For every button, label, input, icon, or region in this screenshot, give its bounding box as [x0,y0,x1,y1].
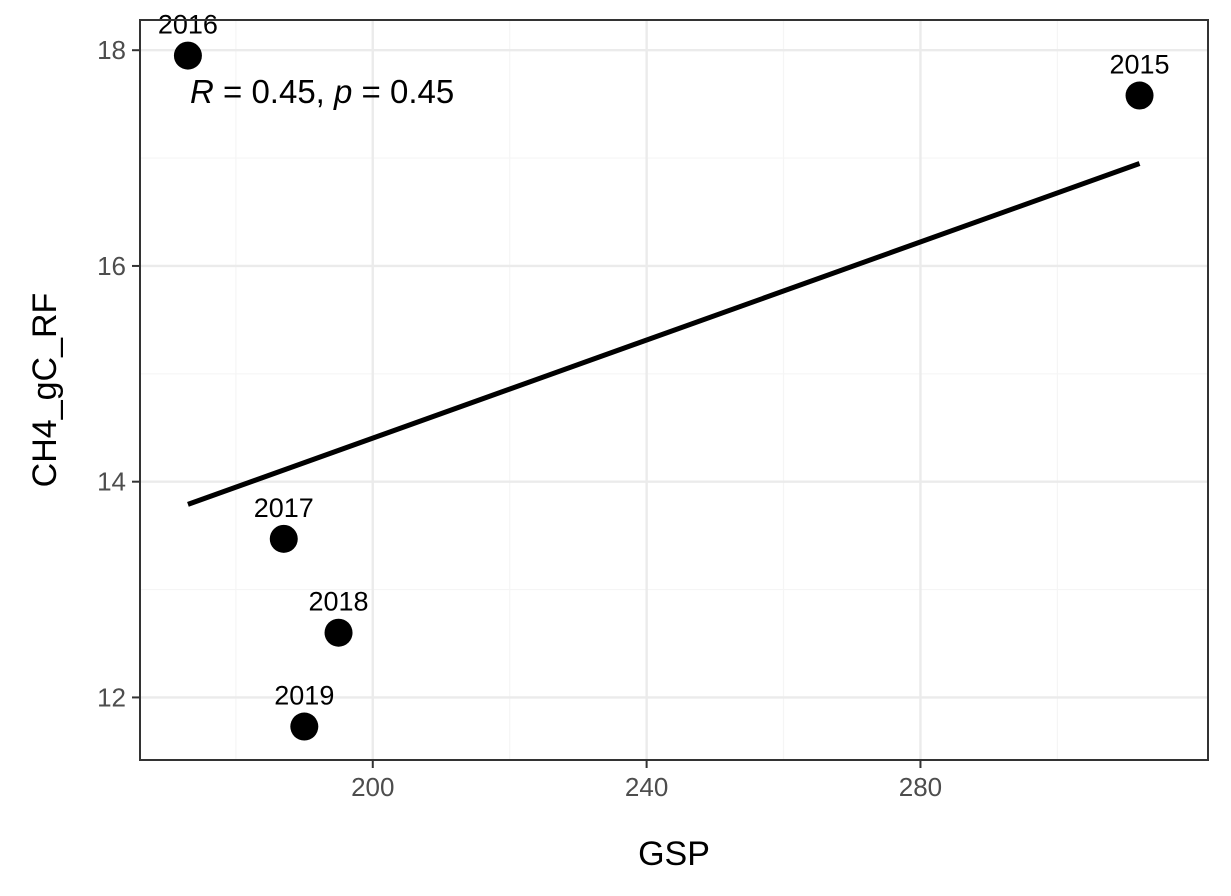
data-point-label-2015: 2015 [1109,50,1169,80]
data-point-label-2017: 2017 [254,493,314,523]
trend-line [187,161,1141,507]
y-tick-label: 14 [97,467,126,497]
y-tick-label: 18 [97,35,126,65]
data-point-label-2016: 2016 [158,10,218,40]
x-tick-label: 240 [625,772,668,802]
data-point-labels: 2015 2016 2017 2018 2019 [158,10,1170,711]
x-axis-title: GSP [638,835,710,873]
r-symbol: R [190,73,214,110]
y-tick-label: 12 [97,682,126,712]
x-axis: 200 240 280 [351,760,942,802]
y-axis: 12 14 16 18 [97,35,140,712]
y-tick-label: 16 [97,251,126,281]
data-points [173,41,1154,741]
data-point-2015 [1125,81,1154,110]
data-point-label-2018: 2018 [308,587,368,617]
p-symbol: p [333,73,352,110]
trend-line-group [187,161,1141,507]
data-point-2017 [269,524,298,553]
panel-border [139,19,1209,761]
data-point-2019 [290,712,319,741]
x-tick-label: 200 [351,772,394,802]
y-axis-title: CH4_gC_RF [26,293,64,488]
x-tick-label: 280 [899,772,942,802]
data-point-2016 [173,41,202,70]
data-point-label-2019: 2019 [274,681,334,711]
r-value-text: = 0.45, [214,73,334,110]
minor-grid [140,20,1208,760]
major-grid [140,20,1208,760]
data-point-2018 [324,618,353,647]
panel-background [140,20,1208,760]
correlation-annotation: R = 0.45, p = 0.45 [190,73,454,110]
p-value-text: = 0.45 [352,73,454,110]
